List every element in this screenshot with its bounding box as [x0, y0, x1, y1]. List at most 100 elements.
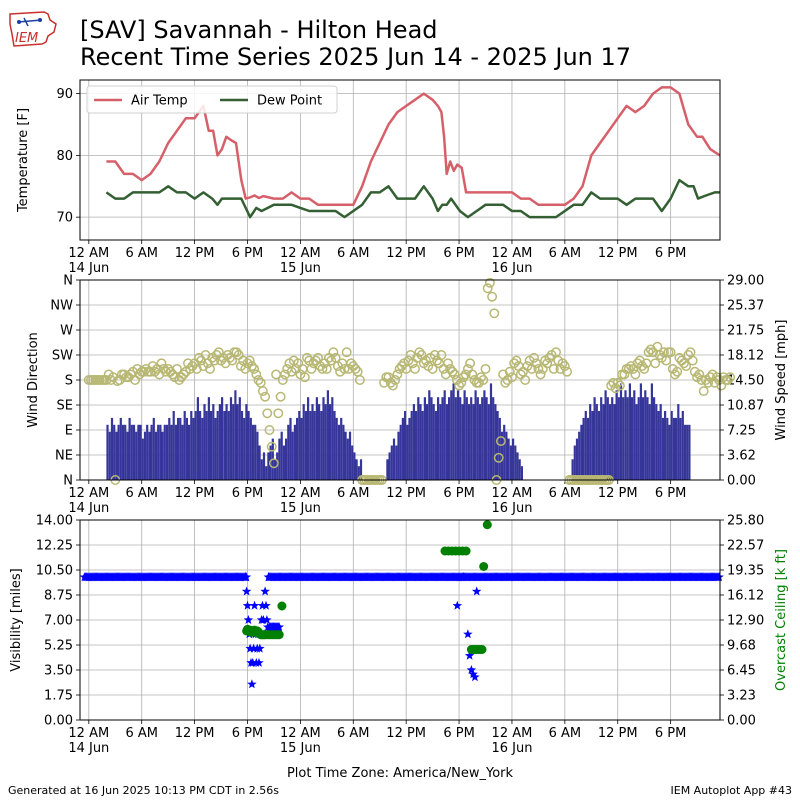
wind-speed-bar — [304, 411, 307, 480]
y-tick-label: 8.75 — [44, 589, 73, 604]
wind-speed-bar — [315, 397, 318, 480]
wind-direction-point — [458, 372, 469, 383]
wind-speed-bar — [432, 404, 435, 480]
wind-direction-point — [339, 363, 350, 374]
wind-speed-bar — [639, 383, 642, 480]
y-right-tick-label: 22.57 — [727, 539, 764, 554]
wind-speed-bar — [613, 404, 616, 480]
wind-speed-bar — [611, 397, 614, 480]
y-right-tick-label: 6.45 — [727, 664, 756, 679]
wind-direction-point — [495, 436, 506, 447]
wind-speed-bar — [622, 397, 625, 480]
wind-direction-point — [614, 380, 625, 391]
wind-direction-point — [535, 369, 546, 380]
wind-speed-bar — [450, 390, 453, 480]
y-right-tick-label: 21.75 — [727, 324, 764, 339]
wind-speed-bar — [459, 397, 462, 480]
wind-speed-bar — [606, 397, 609, 480]
wind-speed-bar — [454, 397, 457, 480]
y-tick-label: 10.50 — [36, 564, 73, 579]
y-right-tick-label: 9.68 — [727, 639, 756, 654]
x-tick-label: 12 PM — [598, 486, 638, 501]
wind-speed-bar — [247, 411, 250, 480]
wind-direction-point — [639, 363, 650, 374]
x-tick-label: 6 PM — [443, 486, 474, 501]
wind-speed-bar — [121, 424, 125, 480]
wind-speed-bar — [426, 404, 429, 480]
wind-speed-bar — [430, 397, 433, 480]
wind-speed-bar — [582, 417, 585, 480]
wind-speed-bar — [635, 404, 638, 480]
wind-speed-bar — [168, 417, 171, 480]
wind-speed-bar — [163, 424, 166, 480]
wind-direction-point — [257, 386, 268, 397]
ceiling-point — [461, 546, 471, 556]
wind-speed-bar — [203, 404, 206, 480]
wind-speed-bar — [223, 411, 226, 480]
wind-direction-point — [387, 380, 398, 391]
wind-speed-bar — [637, 397, 640, 480]
wind-direction-point — [500, 377, 511, 388]
wind-speed-bar — [174, 424, 177, 480]
x-tick-label: 12 AM — [280, 726, 321, 741]
wind-direction-point — [531, 358, 542, 369]
wind-direction-point — [321, 363, 332, 374]
dew-point-line — [105, 178, 720, 219]
wind-direction-point — [482, 283, 493, 294]
y-right-tick-label: 29.00 — [727, 274, 764, 289]
x-tick-label: 6 PM — [232, 246, 263, 261]
y-right-tick-label: 25.80 — [727, 514, 764, 529]
wind-speed-bar — [177, 417, 180, 480]
wind-speed-bar — [232, 404, 235, 480]
wind-speed-bar — [126, 431, 129, 480]
wind-speed-bar — [410, 411, 413, 480]
y-tick-label: SW — [52, 349, 73, 364]
wind-direction-point — [138, 366, 149, 377]
visibility-point — [454, 572, 464, 582]
visibility-point — [261, 600, 271, 610]
wind-speed-bar — [214, 417, 217, 480]
wind-speed-bar — [571, 459, 574, 480]
wind-direction-point — [306, 363, 317, 374]
wind-speed-bar — [443, 390, 446, 480]
y-tick-label: N — [63, 274, 73, 289]
visibility-point — [258, 615, 269, 624]
wind-direction-point — [678, 358, 689, 369]
visibility-point — [464, 650, 475, 660]
visibility-point — [248, 643, 259, 653]
visibility-point — [255, 643, 265, 653]
wind-speed-bar — [227, 411, 230, 480]
wind-direction-point — [264, 425, 275, 435]
plot-frame — [79, 519, 721, 721]
x-tick-label: 12 AM — [492, 486, 533, 501]
visibility-point — [471, 586, 482, 596]
y-tick-label: W — [60, 324, 73, 339]
wind-speed-bar — [115, 431, 118, 480]
visibility-point — [245, 643, 255, 653]
wind-speed-bar — [117, 424, 120, 480]
x-tick-label: 6 AM — [125, 246, 158, 261]
wind-speed-bar — [229, 397, 233, 480]
wind-direction-point — [443, 358, 453, 369]
wind-speed-bar — [494, 404, 497, 480]
wind-speed-bar — [298, 411, 301, 480]
y-tick-label: N — [63, 474, 73, 489]
wind-speed-bar — [240, 411, 244, 480]
wind-speed-bar — [686, 424, 689, 480]
wind-speed-bar — [415, 411, 418, 480]
wind-speed-bar — [212, 404, 215, 480]
wind-speed-bar — [216, 411, 219, 480]
wind-speed-bar — [318, 404, 321, 480]
wind-speed-bar — [234, 390, 237, 480]
wind-direction-point — [634, 355, 645, 366]
wind-direction-point — [350, 363, 361, 374]
x-tick-sublabel: 15 Jun — [280, 741, 321, 756]
wind-direction-point — [480, 363, 491, 374]
wind-speed-bar — [509, 445, 512, 480]
x-tick-label: 12 PM — [386, 246, 426, 261]
wind-speed-bar — [642, 397, 645, 480]
wind-speed-bar — [390, 445, 393, 480]
wind-direction-point — [460, 369, 471, 380]
wind-direction-point — [489, 308, 500, 319]
x-tick-label: 6 PM — [655, 726, 686, 741]
